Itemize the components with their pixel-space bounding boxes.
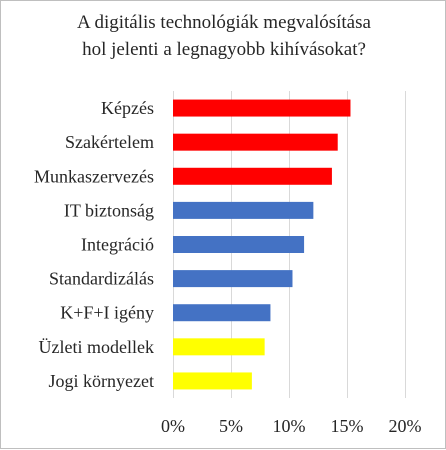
bar (173, 236, 305, 253)
bar (173, 133, 338, 151)
x-tick-label: 0% (161, 416, 185, 436)
category-label: Szakértelem (65, 132, 154, 152)
category-label: IT biztonság (64, 200, 154, 220)
category-label: Integráció (81, 235, 154, 255)
category-labels: Képzés Szakértelem Munkaszervezés IT bizton… (34, 98, 154, 391)
category-label: Munkaszervezés (34, 166, 154, 186)
chart-title: A digitális technológiák megvalósítása h… (77, 12, 371, 60)
category-label: Standardizálás (49, 269, 154, 289)
x-tick-labels: 0% 5% 10% 15% 20% (161, 416, 422, 436)
bars (173, 99, 351, 390)
bar (173, 99, 351, 117)
category-label: Üzleti modellek (39, 337, 154, 357)
bar (173, 304, 271, 322)
category-label: K+F+I igény (60, 303, 154, 323)
category-label: Képzés (101, 98, 154, 118)
bar (173, 201, 314, 219)
x-tick-label: 20% (389, 416, 422, 436)
x-tick-label: 10% (273, 416, 306, 436)
bar (173, 167, 332, 185)
category-label: Jogi környezet (49, 371, 154, 391)
bar (173, 270, 293, 288)
bar (173, 338, 265, 356)
x-tick-label: 5% (219, 416, 243, 436)
x-tick-label: 15% (331, 416, 364, 436)
chart-title-line-2: hol jelenti a legnagyobb kihívásokat? (82, 39, 366, 60)
bar (173, 372, 252, 390)
chart-title-line-1: A digitális technológiák megvalósítása (77, 12, 371, 33)
